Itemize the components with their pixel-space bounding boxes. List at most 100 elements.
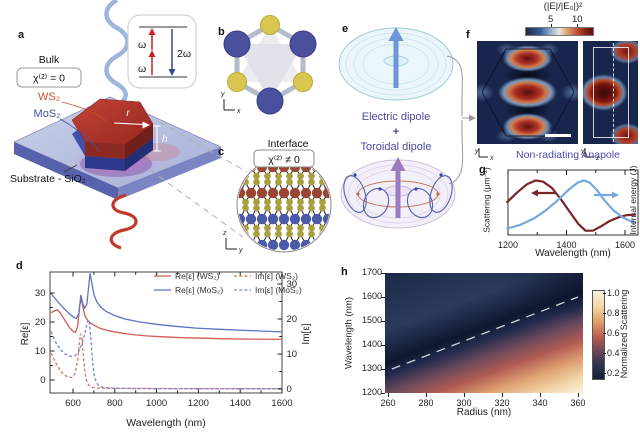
svg-text:Re[ε] (WS₂): Re[ε] (WS₂) [175, 271, 220, 281]
svg-text:1600: 1600 [615, 240, 635, 250]
colorbar-tickmark [577, 24, 578, 27]
h-ytick-mark [381, 297, 385, 298]
h-xtick-mark [540, 393, 541, 397]
hexagon-outline [481, 48, 575, 137]
svg-text:Im[ε] (MoS₂): Im[ε] (MoS₂) [255, 285, 302, 295]
d-ylabel-right: Im[ε] [301, 323, 312, 344]
svg-text:20: 20 [35, 317, 46, 328]
svg-text:1200: 1200 [498, 240, 518, 250]
zy-axes-icon: z y [222, 230, 243, 254]
svg-text:x: x [236, 108, 241, 115]
h-ytick-mark [381, 345, 385, 346]
h-xtick-label: 280 [418, 398, 434, 408]
panel-d-label: d [16, 260, 23, 272]
chi-bulk-box [16, 67, 82, 88]
ws2-label: WS₂ [38, 91, 60, 103]
anapole-dashed-line [391, 296, 579, 370]
h-ytick-label: 1600 [361, 291, 382, 301]
h-xtick-label: 300 [456, 398, 472, 408]
yz-axes-icon: y z [580, 148, 600, 162]
g-ylabel-right: Internal energy (J) [628, 165, 638, 235]
svg-text:z: z [222, 230, 227, 237]
svg-text:x: x [489, 155, 494, 162]
h-ytick-label: 1700 [361, 267, 382, 277]
svg-text:h: h [162, 134, 168, 145]
metal-atoms [223, 30, 317, 115]
panel-d-permittivity-plot: 600 800 1000 1200 1400 1600 0 10 20 30 0 10 20 30 Re[ε… [20, 271, 312, 429]
svg-text:z: z [595, 155, 600, 162]
h-xtick-mark [502, 393, 503, 397]
scale-bar [545, 133, 571, 137]
svg-text:2ω: 2ω [177, 48, 191, 60]
radius-annotation: r [113, 108, 150, 129]
mos2-label: MoS₂ [34, 108, 61, 120]
h-ytick-label: 1400 [361, 339, 382, 349]
h-xtick-mark [578, 393, 579, 397]
yx-axes-icon: y x [474, 148, 494, 162]
poloidal-loop [406, 187, 434, 219]
poloidal-loop [362, 187, 390, 219]
svg-text:0: 0 [287, 384, 292, 395]
svg-text:Im[ε] (WS₂): Im[ε] (WS₂) [255, 271, 298, 281]
h-xtick-mark [426, 393, 427, 397]
plus-sign: + [393, 126, 399, 138]
field-map-top-view [477, 41, 578, 144]
h-xtick-mark [388, 393, 389, 397]
panel-a-schematic: a r h [10, 0, 222, 250]
d-xlabel: Wavelength (nm) [126, 417, 206, 429]
field-colorbar [525, 27, 594, 36]
electric-dipole-torus [338, 27, 454, 101]
svg-text:10: 10 [35, 346, 46, 357]
svg-text:Substrate - SiO₂: Substrate - SiO₂ [10, 173, 86, 185]
electric-dipole-label: Electric dipole [362, 111, 430, 123]
poloidal-loop [343, 175, 367, 213]
h-colorbar-tick-label: 0.8 [607, 308, 620, 318]
interface-label: Interface [268, 138, 309, 150]
g-ylabel-left: Scattering (μm⁻²) [481, 167, 492, 233]
h-xtick-mark [464, 393, 465, 397]
svg-text:30: 30 [287, 279, 298, 290]
field-colorbar-title: (|E|/|E₀|)² [543, 1, 583, 12]
panel-g-label: g [479, 164, 486, 176]
svg-text:Re[ε] (MoS₂): Re[ε] (MoS₂) [175, 285, 223, 295]
heatmap-colorbar [592, 290, 605, 380]
cut-line-dashed [612, 43, 614, 142]
h-ytick-mark [381, 321, 385, 322]
h-ylabel: Wavelength (nm) [343, 297, 355, 369]
h-xtick-label: 260 [380, 398, 396, 408]
h-ytick-label: 1500 [361, 315, 382, 325]
panel-a-label: a [18, 29, 25, 41]
chi-bulk-label: χ⁽²⁾ = 0 [33, 73, 65, 85]
sulfur-atoms [227, 15, 313, 92]
svg-text:1000: 1000 [146, 398, 167, 409]
panel-c-label: c [218, 146, 224, 158]
h-ytick-label: 1300 [361, 363, 382, 373]
h-colorbar-tick-mark [603, 333, 606, 334]
h-colorbar-tick-label: 0.4 [607, 348, 620, 358]
h-ytick-mark [381, 369, 385, 370]
h-colorbar-label: Normalized Scattering [619, 289, 629, 379]
incident-beam-wave-icon [104, 0, 130, 104]
h-colorbar-tick-mark [603, 353, 606, 354]
svg-text:10: 10 [287, 349, 298, 360]
panel-e-multipoles: e Electric dipole + Toroidal dipole [338, 23, 456, 229]
svg-text:1400: 1400 [556, 240, 576, 250]
h-colorbar-tick-mark [603, 373, 606, 374]
energy-level-inset: ω ω 2ω [127, 14, 197, 89]
h-ytick-mark [381, 273, 385, 274]
chi-interface-label: χ⁽²⁾ ≠ 0 [268, 154, 300, 166]
g-xlabel: Wavelength (nm) [535, 248, 611, 259]
h-xlabel: Radius (nm) [456, 407, 512, 418]
svg-text:y: y [220, 91, 225, 98]
svg-text:1200: 1200 [188, 398, 209, 409]
h-colorbar-tick-mark [603, 313, 606, 314]
h-colorbar-tick-mark [603, 293, 606, 294]
bracket-arrowhead-icon [469, 114, 476, 122]
svg-text:0: 0 [40, 375, 45, 386]
svg-text:800: 800 [107, 398, 123, 409]
h-ytick-label: 1200 [361, 387, 382, 397]
svg-text:600: 600 [65, 398, 81, 409]
h-xtick-label: 360 [570, 398, 586, 408]
svg-text:r: r [126, 108, 130, 119]
